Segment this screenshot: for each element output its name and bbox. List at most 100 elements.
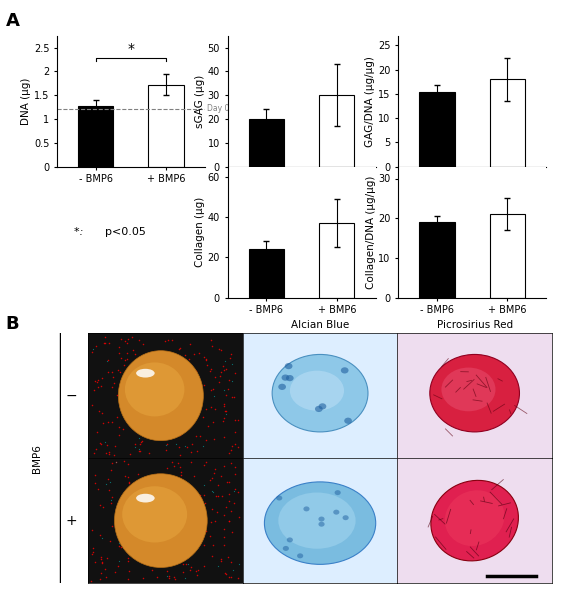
Bar — [319, 95, 354, 167]
Point — [185, 519, 195, 528]
Point — [129, 346, 138, 355]
Y-axis label: sGAG (μg): sGAG (μg) — [195, 74, 205, 128]
Point — [163, 404, 172, 414]
Point — [94, 406, 104, 415]
Point — [140, 367, 149, 376]
Bar — [149, 84, 184, 167]
Point — [131, 399, 141, 408]
Text: A: A — [6, 12, 19, 30]
Point — [123, 354, 132, 364]
Point — [177, 540, 186, 549]
Point — [139, 547, 148, 557]
Point — [100, 565, 109, 574]
Ellipse shape — [114, 474, 207, 568]
Point — [106, 477, 115, 487]
Point — [217, 471, 226, 480]
Point — [199, 412, 208, 422]
Point — [102, 356, 111, 365]
Bar — [78, 106, 113, 167]
Circle shape — [297, 553, 303, 558]
Point — [152, 572, 162, 582]
Point — [176, 522, 185, 532]
Point — [96, 574, 105, 584]
Point — [208, 417, 217, 427]
Point — [206, 402, 215, 411]
Point — [234, 512, 244, 522]
Point — [110, 378, 119, 388]
Point — [183, 560, 192, 569]
Point — [171, 511, 180, 520]
Point — [168, 501, 177, 511]
Point — [133, 534, 142, 543]
Y-axis label: Collagen/DNA (μg/μg): Collagen/DNA (μg/μg) — [365, 176, 376, 289]
Point — [220, 511, 229, 520]
Point — [219, 461, 228, 471]
Point — [230, 484, 240, 494]
Point — [218, 491, 227, 500]
Point — [112, 457, 121, 466]
Point — [93, 484, 102, 494]
Point — [225, 477, 234, 487]
Point — [88, 345, 97, 354]
Point — [145, 555, 154, 564]
Point — [192, 431, 201, 441]
Point — [132, 417, 141, 427]
Point — [89, 449, 98, 458]
Point — [125, 503, 134, 512]
Point — [199, 480, 208, 489]
Point — [216, 367, 225, 377]
Point — [200, 352, 209, 362]
Point — [88, 543, 97, 553]
Point — [229, 565, 238, 575]
Point — [131, 491, 141, 500]
Point — [229, 392, 238, 402]
Ellipse shape — [290, 371, 344, 411]
Point — [215, 377, 224, 387]
Point — [220, 365, 229, 375]
Point — [187, 439, 196, 448]
Point — [190, 508, 199, 517]
Circle shape — [335, 490, 341, 495]
Point — [154, 477, 163, 486]
Point — [151, 373, 160, 383]
Point — [100, 339, 109, 348]
Point — [159, 488, 168, 498]
Circle shape — [282, 374, 289, 381]
Ellipse shape — [430, 355, 519, 432]
Ellipse shape — [445, 490, 504, 546]
Point — [176, 471, 185, 480]
Point — [209, 488, 218, 497]
Point — [135, 352, 145, 362]
Point — [180, 506, 189, 516]
Point — [180, 441, 189, 450]
Point — [226, 446, 236, 455]
Point — [212, 507, 221, 516]
Point — [221, 390, 230, 400]
Point — [104, 355, 113, 365]
Point — [124, 459, 133, 468]
Point — [201, 458, 210, 467]
Point — [134, 444, 143, 453]
Point — [185, 565, 195, 574]
Point — [230, 368, 240, 377]
Point — [152, 430, 161, 439]
Point — [150, 425, 159, 434]
Point — [220, 568, 229, 577]
Point — [134, 372, 143, 381]
Point — [230, 462, 240, 472]
Point — [185, 340, 194, 349]
Point — [123, 334, 133, 343]
Point — [233, 443, 242, 452]
Point — [123, 374, 132, 383]
Point — [119, 456, 128, 465]
Point — [220, 413, 229, 422]
Point — [110, 441, 119, 451]
Point — [207, 336, 216, 345]
Point — [111, 457, 120, 466]
Point — [220, 385, 229, 394]
Point — [229, 498, 238, 508]
Point — [212, 491, 221, 500]
Point — [101, 332, 110, 342]
Point — [202, 405, 211, 414]
Point — [225, 448, 234, 458]
